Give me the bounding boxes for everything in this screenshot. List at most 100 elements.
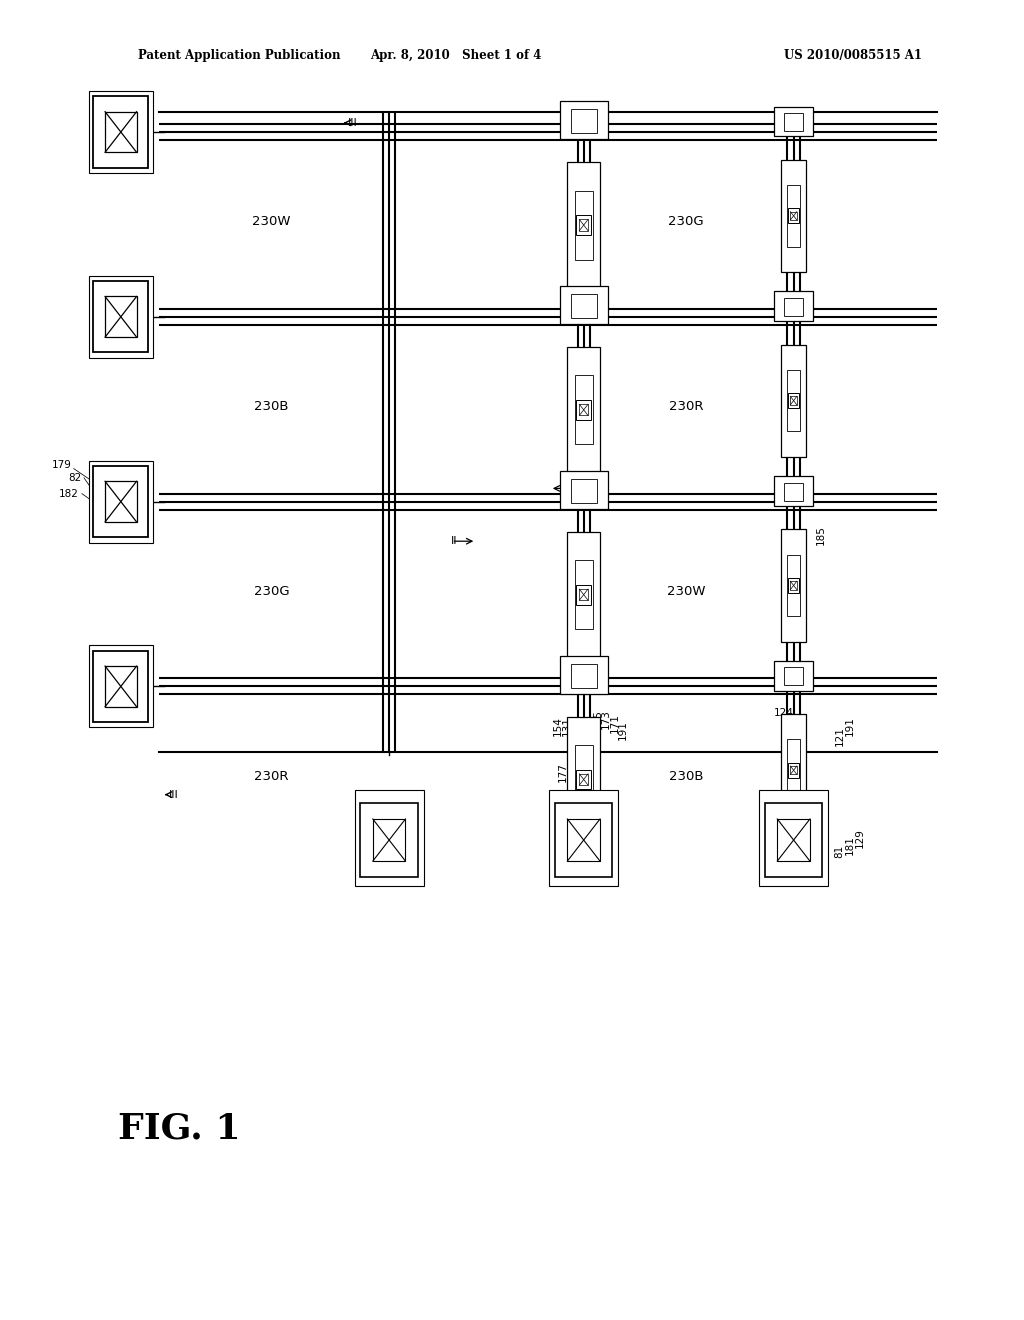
- Bar: [567, 347, 600, 473]
- Text: II: II: [566, 483, 572, 494]
- Bar: [777, 818, 810, 861]
- Bar: [570, 479, 597, 503]
- Text: 137: 137: [584, 766, 594, 787]
- Bar: [580, 774, 588, 785]
- Bar: [781, 345, 806, 457]
- Bar: [759, 791, 828, 886]
- Text: 230W: 230W: [667, 585, 706, 598]
- Bar: [105, 482, 136, 521]
- Bar: [93, 281, 148, 352]
- Bar: [774, 107, 813, 136]
- Bar: [791, 396, 797, 405]
- Bar: [783, 483, 804, 500]
- Text: 230G: 230G: [669, 215, 703, 228]
- Bar: [774, 661, 813, 690]
- Bar: [786, 554, 801, 616]
- Bar: [105, 667, 136, 706]
- Bar: [783, 114, 804, 131]
- Text: 131: 131: [562, 715, 572, 737]
- Bar: [567, 818, 600, 861]
- Bar: [89, 276, 153, 358]
- Bar: [786, 370, 801, 432]
- Text: FIG. 1: FIG. 1: [118, 1111, 241, 1146]
- Text: 179: 179: [51, 459, 72, 470]
- Bar: [555, 803, 612, 876]
- Bar: [574, 375, 593, 445]
- Bar: [570, 294, 597, 318]
- Text: 129: 129: [855, 828, 865, 849]
- Bar: [567, 717, 600, 842]
- Text: 230R: 230R: [254, 770, 289, 783]
- Bar: [570, 110, 597, 133]
- Bar: [560, 102, 607, 139]
- Text: 230R: 230R: [669, 400, 703, 413]
- Bar: [574, 560, 593, 630]
- Bar: [570, 664, 597, 688]
- Bar: [574, 190, 593, 260]
- Bar: [93, 651, 148, 722]
- Text: 230B: 230B: [669, 770, 703, 783]
- Bar: [105, 112, 136, 152]
- Text: 177: 177: [558, 762, 568, 783]
- Text: 121: 121: [835, 726, 845, 747]
- Bar: [577, 585, 591, 605]
- Text: III: III: [169, 789, 179, 800]
- Bar: [89, 91, 153, 173]
- Bar: [580, 404, 588, 416]
- Bar: [791, 766, 797, 775]
- Bar: [105, 297, 136, 337]
- Bar: [360, 803, 418, 876]
- Bar: [577, 400, 591, 420]
- Bar: [791, 581, 797, 590]
- Bar: [577, 215, 591, 235]
- Bar: [580, 589, 588, 601]
- Bar: [93, 466, 148, 537]
- Text: Apr. 8, 2010   Sheet 1 of 4: Apr. 8, 2010 Sheet 1 of 4: [370, 49, 542, 62]
- Text: Patent Application Publication: Patent Application Publication: [138, 49, 341, 62]
- Text: 230W: 230W: [252, 215, 291, 228]
- Text: 175: 175: [593, 709, 603, 730]
- Text: III: III: [348, 117, 358, 128]
- Bar: [791, 211, 797, 220]
- Text: 230G: 230G: [254, 585, 289, 598]
- Bar: [567, 532, 600, 657]
- Bar: [93, 96, 148, 168]
- Bar: [786, 739, 801, 801]
- Bar: [781, 160, 806, 272]
- Text: 124: 124: [773, 708, 794, 718]
- Text: 230B: 230B: [254, 400, 289, 413]
- Bar: [89, 461, 153, 543]
- Text: 154: 154: [553, 715, 563, 737]
- Bar: [774, 292, 813, 321]
- Bar: [549, 791, 618, 886]
- Bar: [787, 209, 800, 223]
- Text: 181: 181: [845, 834, 855, 855]
- Text: II: II: [451, 536, 457, 546]
- Bar: [783, 668, 804, 685]
- Bar: [774, 477, 813, 506]
- Bar: [560, 656, 607, 693]
- Bar: [574, 744, 593, 814]
- Text: 191: 191: [617, 719, 628, 741]
- Text: 185: 185: [816, 524, 826, 545]
- Bar: [787, 578, 800, 593]
- Bar: [560, 471, 607, 508]
- Bar: [373, 818, 406, 861]
- Bar: [786, 185, 801, 247]
- Bar: [781, 714, 806, 826]
- Bar: [787, 393, 800, 408]
- Bar: [787, 763, 800, 777]
- Bar: [567, 162, 600, 288]
- Bar: [580, 219, 588, 231]
- Bar: [781, 529, 806, 642]
- Bar: [577, 770, 591, 789]
- Bar: [354, 791, 424, 886]
- Bar: [765, 803, 822, 876]
- Text: 173: 173: [601, 709, 611, 730]
- Bar: [89, 645, 153, 727]
- Text: 182: 182: [58, 488, 79, 499]
- Text: 191: 191: [845, 715, 855, 737]
- Text: 81: 81: [835, 845, 845, 858]
- Text: US 2010/0085515 A1: US 2010/0085515 A1: [783, 49, 922, 62]
- Bar: [783, 298, 804, 315]
